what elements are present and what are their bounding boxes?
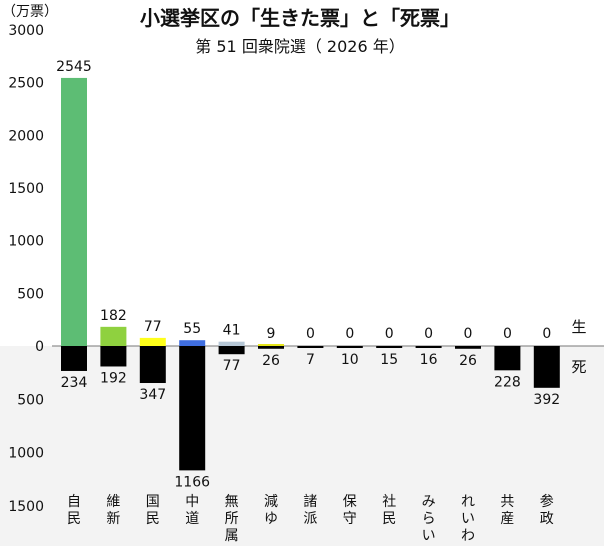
dead-value-label: 16 xyxy=(420,352,438,368)
category-label-char: 政 xyxy=(540,511,554,527)
category-label-char: 自 xyxy=(67,494,81,510)
live-bar xyxy=(139,337,166,346)
live-value-label: 41 xyxy=(223,323,241,339)
category-label-char: 派 xyxy=(303,511,317,527)
dead-value-label: 192 xyxy=(100,370,127,386)
data-labels: 2545 234 182 192 77 347 55 1166 41 77 9 26 0 7 0 10 0 15 0… xyxy=(56,59,560,490)
dead-value-label: 26 xyxy=(262,353,280,369)
y-tick-label: 1000 xyxy=(8,446,44,462)
live-bar xyxy=(258,344,284,346)
dead-value-label: 392 xyxy=(533,392,560,408)
dead-value-label: 26 xyxy=(459,353,477,369)
dead-value-label: 15 xyxy=(380,352,398,368)
dead-bar xyxy=(139,346,166,384)
category-label-char: 共 xyxy=(500,494,514,510)
dead-bar xyxy=(218,346,245,355)
live-value-label: 2545 xyxy=(56,59,92,75)
category-label-char: ゆ xyxy=(264,511,278,527)
category-label-char: わ xyxy=(461,528,475,544)
live-value-label: 0 xyxy=(385,326,394,342)
y-tick-label: 0 xyxy=(35,339,44,355)
category-label-char: 国 xyxy=(146,494,160,510)
bars xyxy=(61,77,560,471)
live-value-label: 0 xyxy=(464,326,473,342)
dead-value-label: 7 xyxy=(306,352,315,368)
category-label-char: 無 xyxy=(225,494,239,510)
category-label-char: 維 xyxy=(106,494,120,510)
dead-bar xyxy=(376,346,403,348)
y-tick-label: 2000 xyxy=(8,128,44,144)
category-label-char: ら xyxy=(422,511,436,527)
category-label-char: 道 xyxy=(185,511,199,527)
lower-band xyxy=(0,346,604,546)
category-label-char: 産 xyxy=(500,511,514,527)
category-label-char: 中 xyxy=(185,494,199,510)
category-label-char: 民 xyxy=(67,511,81,527)
dead-bar xyxy=(494,346,521,371)
category-label-char: 社 xyxy=(382,494,396,510)
dead-value-label: 347 xyxy=(139,387,166,403)
dead-bar xyxy=(455,346,481,349)
category-label-char: み xyxy=(422,494,436,510)
live-bar xyxy=(61,77,87,346)
category-label-char: 守 xyxy=(343,511,357,527)
chart-subtitle: 第 51 回衆院選（ 2026 年） xyxy=(195,37,404,56)
live-value-label: 0 xyxy=(503,326,512,342)
y-tick-label: 1500 xyxy=(8,499,44,515)
dead-bar xyxy=(297,346,324,348)
y-tick-label: 3000 xyxy=(8,23,44,39)
dead-bar xyxy=(179,346,206,471)
dead-value-label: 234 xyxy=(61,375,88,391)
category-label-char: 減 xyxy=(264,493,278,510)
dead-value-label: 228 xyxy=(494,374,521,390)
category-label-char: 民 xyxy=(382,511,396,527)
y-tick-label: 2500 xyxy=(8,76,44,92)
y-tick-label: 1500 xyxy=(8,181,44,197)
dead-value-label: 10 xyxy=(341,352,359,368)
live-value-label: 55 xyxy=(183,321,201,337)
dead-value-label: 77 xyxy=(223,358,241,374)
live-value-label: 9 xyxy=(267,326,276,342)
category-label-char: 参 xyxy=(540,493,554,510)
y-unit-label: （万票） xyxy=(2,4,58,20)
category-label-char: れ xyxy=(461,494,475,510)
category-label-char: い xyxy=(461,511,475,527)
category-label-char: 民 xyxy=(146,511,160,527)
live-bar xyxy=(100,326,127,346)
live-value-label: 0 xyxy=(424,326,433,342)
y-tick-label: 1000 xyxy=(8,234,44,250)
category-label-char: 新 xyxy=(106,511,120,527)
dead-bar xyxy=(533,346,560,388)
dead-bar xyxy=(336,346,363,348)
dead-bar xyxy=(100,346,127,367)
live-value-label: 0 xyxy=(306,326,315,342)
dead-bar xyxy=(415,346,442,348)
y-tick-label: 500 xyxy=(17,392,44,408)
live-value-label: 182 xyxy=(100,308,127,324)
live-value-label: 0 xyxy=(345,326,354,342)
dead-bar xyxy=(258,346,284,349)
legend-live-label: 生 xyxy=(571,318,586,336)
legend-dead-label: 死 xyxy=(571,358,586,376)
live-bar xyxy=(218,341,245,346)
chart-title: 小選挙区の「生きた票」と「死票」 xyxy=(140,6,460,30)
live-value-label: 0 xyxy=(542,326,551,342)
category-label-char: 諸 xyxy=(303,494,317,510)
live-bar xyxy=(179,340,206,346)
dead-bar xyxy=(61,346,87,371)
live-value-label: 77 xyxy=(144,319,162,335)
category-label-char: 所 xyxy=(225,511,239,527)
category-label-char: い xyxy=(422,528,436,544)
category-label-char: 属 xyxy=(225,528,239,544)
category-label-char: 保 xyxy=(343,494,357,510)
y-tick-label: 500 xyxy=(17,286,44,302)
dead-value-label: 1166 xyxy=(174,474,210,490)
